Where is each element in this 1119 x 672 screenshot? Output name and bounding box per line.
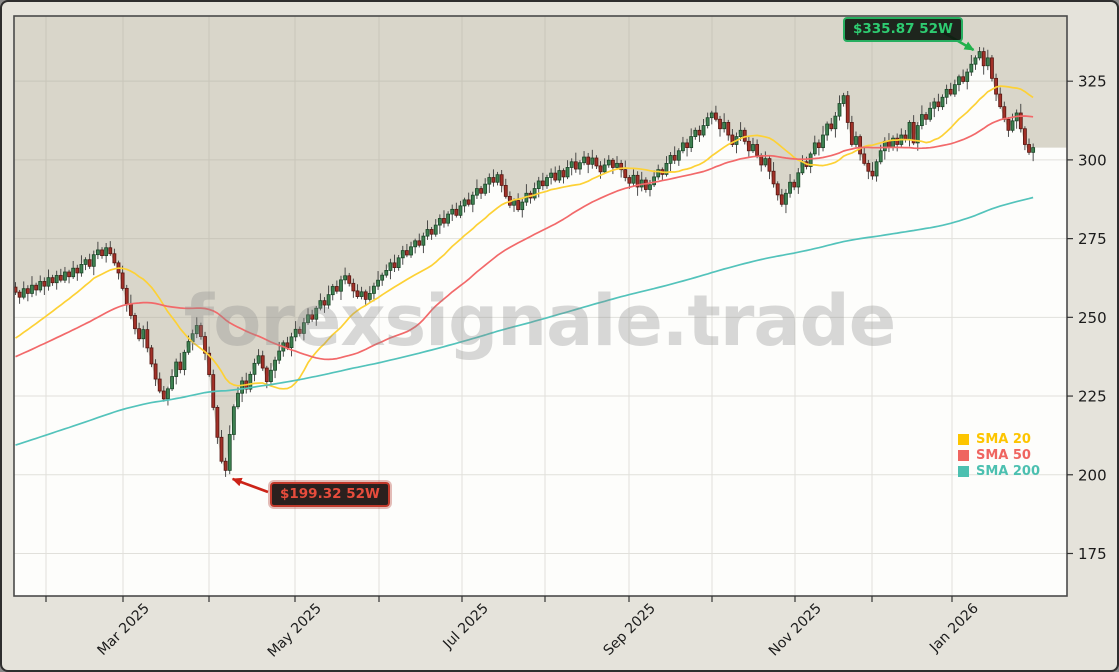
x-axis: Mar 2025 May 2025 Jul 2025 Sep 2025 Nov 2025… [45,596,982,661]
legend-label: SMA 200 [976,463,1041,479]
sma50-swatch-icon [958,449,969,461]
y-tick-label: 300 [1078,151,1107,169]
x-tick-label: Sep 2025 [601,601,659,659]
x-tick-label: Jul 2025 [440,601,492,653]
y-tick-label: 325 [1078,73,1107,91]
y-tick-label: 225 [1078,388,1107,406]
x-tick-label: Mar 2025 [94,601,152,659]
legend-label: SMA 50 [976,447,1031,463]
low-annotation: $199.32 52W [270,482,390,507]
legend-item-sma20: SMA 20 [958,431,1040,447]
sma200-swatch-icon [958,465,969,477]
sma-50-line [15,115,1034,361]
sma20-swatch-icon [958,433,969,445]
plot-border [13,15,1068,597]
sma-200-line [15,196,1034,446]
x-tick-label: Jan 2026 [926,600,982,656]
high-annotation-label: $335.87 52W [853,21,953,37]
gridlines [14,16,1067,596]
y-tick-label: 250 [1078,309,1107,327]
y-tick-label: 175 [1078,545,1107,563]
low-annotation-arrow [231,477,269,494]
legend-item-sma50: SMA 50 [958,447,1040,463]
high-annotation: $335.87 52W [843,17,963,42]
legend-label: SMA 20 [976,431,1031,447]
chart-legend: SMA 20 SMA 50 SMA 200 [958,431,1040,479]
x-tick-label: May 2025 [265,601,325,661]
y-tick-label: 275 [1078,230,1107,248]
y-tick-label: 200 [1078,466,1107,484]
legend-item-sma200: SMA 200 [958,463,1040,479]
low-annotation-label: $199.32 52W [280,486,380,502]
area-under-price [14,51,1067,596]
y-axis: 325 300 275 250 225 200 175 [1067,73,1107,563]
x-tick-label: Nov 2025 [766,601,825,660]
